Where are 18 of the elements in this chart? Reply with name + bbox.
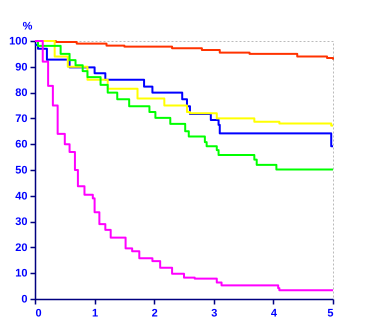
y-tick-label: 60 xyxy=(15,138,28,151)
y-tick-label: 80 xyxy=(15,87,28,100)
y-tick-label: 70 xyxy=(15,112,28,125)
y-axis-title: % xyxy=(22,20,33,32)
y-tick-label: 30 xyxy=(15,216,28,228)
x-tick-label: 5 xyxy=(327,308,334,320)
x-tick-label: 0 xyxy=(36,308,42,320)
y-tick-label: 40 xyxy=(15,190,28,202)
y-tick-label: 20 xyxy=(15,242,28,254)
y-tick-label: 0 xyxy=(21,294,28,306)
x-tick-label: 3 xyxy=(211,308,218,320)
y-tick-label: 100 xyxy=(9,36,28,48)
y-tick-label: 50 xyxy=(15,164,28,176)
y-tick-label: 90 xyxy=(15,61,28,74)
x-tick-label: 1 xyxy=(92,308,98,320)
y-tick-label: 10 xyxy=(15,268,28,280)
x-tick-label: 2 xyxy=(152,308,158,320)
x-tick-label: 4 xyxy=(270,308,278,320)
